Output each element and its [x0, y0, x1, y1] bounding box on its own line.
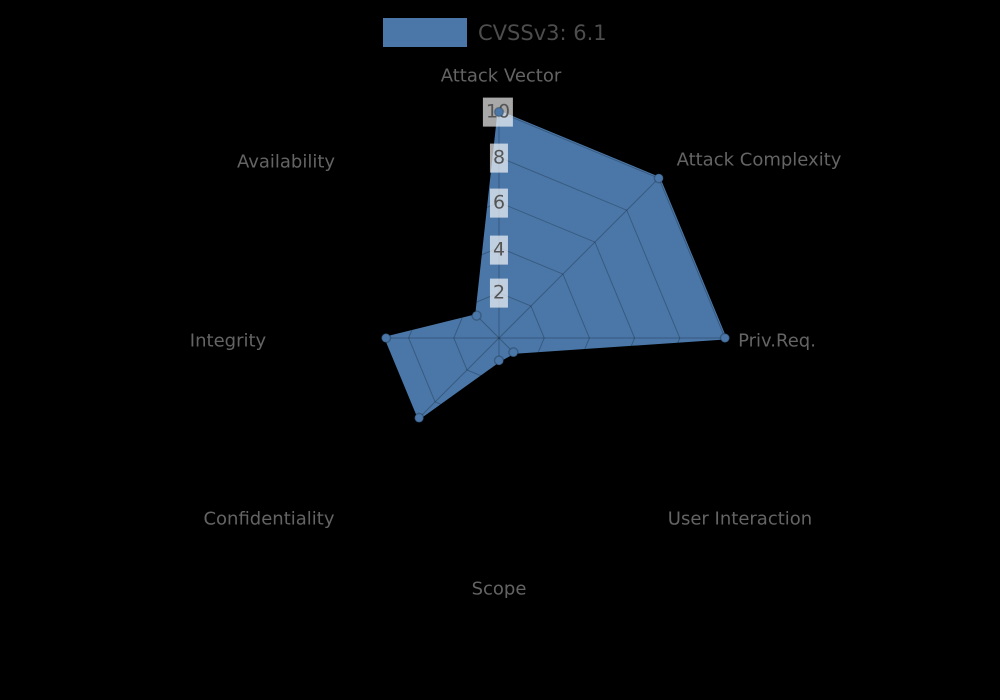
axis-label-attack-complexity: Attack Complexity [676, 149, 842, 171]
axis-label-priv-req: Priv.Req. [738, 330, 816, 352]
legend-label: CVSSv3: 6.1 [478, 20, 607, 45]
radial-tick-8: 8 [489, 143, 509, 173]
axis-label-attack-vector: Attack Vector [440, 65, 562, 87]
legend-swatch [383, 18, 467, 47]
axis-label-availability: Availability [236, 151, 336, 173]
axis-label-user-interaction: User Interaction [667, 508, 813, 530]
axis-label-confidentiality: Confidentiality [203, 508, 335, 530]
axis-label-scope: Scope [471, 578, 527, 600]
axis-label-integrity: Integrity [189, 330, 267, 352]
radial-tick-4: 4 [489, 235, 509, 265]
radial-tick-2: 2 [489, 278, 509, 308]
legend[interactable]: CVSSv3: 6.1 [383, 18, 607, 47]
radial-tick-6: 6 [489, 188, 509, 218]
radial-tick-10: 10 [482, 97, 514, 127]
